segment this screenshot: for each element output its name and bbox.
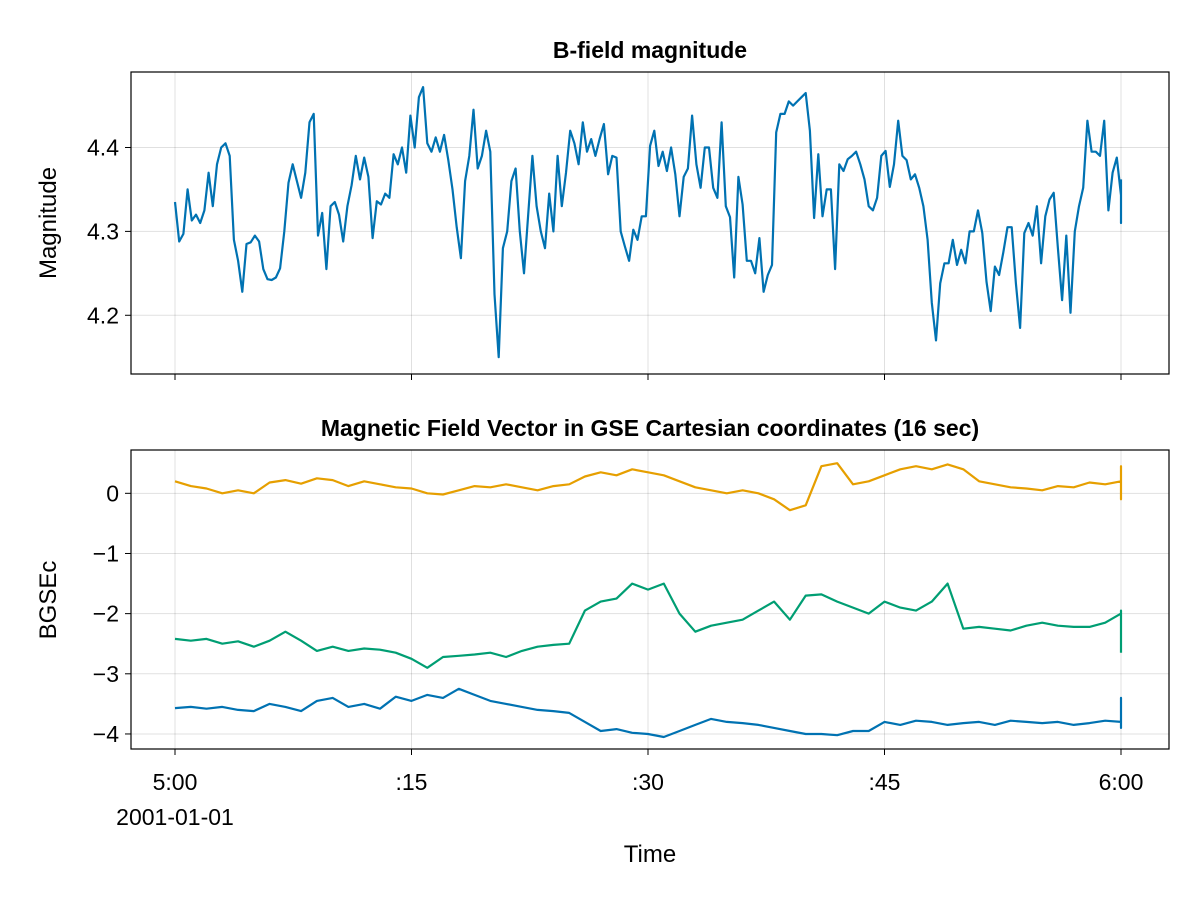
bgsec-plot-frame bbox=[130, 449, 1170, 750]
x-tick-label: :45 bbox=[869, 769, 901, 795]
magnitude-panel: B-field magnitude 4.2 4.3 4.4 Magnitude bbox=[35, 37, 1170, 380]
bgsec-chart-title: Magnetic Field Vector in GSE Cartesian c… bbox=[321, 415, 979, 441]
bgsec-x-axis: 5:00 :15 :30 :45 6:00 bbox=[153, 769, 1144, 795]
x-tick-label: :30 bbox=[632, 769, 664, 795]
series-line-2 bbox=[174, 687, 1123, 739]
bgsec-grid bbox=[131, 450, 1169, 755]
magnitude-grid bbox=[131, 72, 1169, 380]
y-tick-label: 0 bbox=[106, 480, 119, 506]
x-tick-label: 5:00 bbox=[153, 769, 198, 795]
y-tick-label: −3 bbox=[93, 661, 119, 687]
y-tick-label: 4.4 bbox=[87, 135, 119, 161]
series-line-0 bbox=[173, 85, 1123, 359]
bgsec-panel: Magnetic Field Vector in GSE Cartesian c… bbox=[35, 415, 1170, 868]
magnitude-y-axis: 4.2 4.3 4.4 bbox=[87, 135, 131, 328]
x-axis-date-label: 2001-01-01 bbox=[116, 804, 234, 830]
x-axis-label: Time bbox=[624, 841, 676, 868]
x-tick-label: 6:00 bbox=[1099, 769, 1144, 795]
y-tick-label: −1 bbox=[93, 540, 119, 566]
y-tick-label: −4 bbox=[93, 721, 119, 747]
magnitude-series-group bbox=[173, 85, 1123, 359]
magnitude-y-axis-label: Magnitude bbox=[35, 167, 62, 279]
series-line-1 bbox=[174, 462, 1123, 512]
y-tick-label: 4.3 bbox=[87, 218, 119, 244]
x-tick-label: :15 bbox=[396, 769, 428, 795]
magnitude-plot-frame bbox=[130, 71, 1170, 375]
y-tick-label: 4.2 bbox=[87, 302, 119, 328]
bgsec-series-group bbox=[174, 462, 1123, 739]
bgsec-y-axis-label: BGSEc bbox=[35, 561, 62, 640]
bgsec-y-axis: −4 −3 −2 −1 0 bbox=[93, 480, 131, 747]
magnitude-chart-title: B-field magnitude bbox=[553, 37, 747, 63]
y-tick-label: −2 bbox=[93, 601, 119, 627]
series-line-0 bbox=[174, 582, 1123, 669]
